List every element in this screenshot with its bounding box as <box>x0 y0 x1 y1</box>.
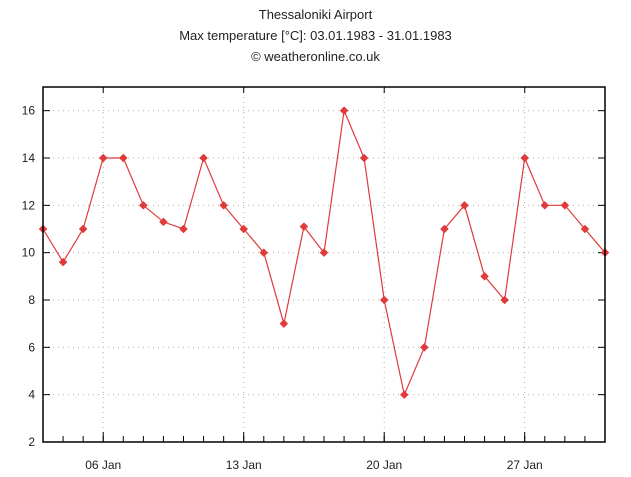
marker-layer <box>38 106 610 400</box>
data-point <box>159 217 168 227</box>
plot-frame <box>42 86 606 443</box>
data-point <box>259 248 269 258</box>
data-point <box>199 153 208 163</box>
tick-label-layer: 2 4 6 8 10 12 14 16 06 Jan 13 Jan 20 Jan 27 Jan <box>22 104 543 472</box>
data-point <box>359 153 369 163</box>
x-tick-label: 06 Jan <box>85 458 121 472</box>
chart-credit: © weatheronline.co.uk <box>251 49 380 64</box>
data-point <box>339 106 349 116</box>
data-point <box>480 271 489 281</box>
data-point <box>179 224 188 234</box>
y-tick-label: 4 <box>28 388 35 402</box>
y-tick-label: 6 <box>28 340 35 354</box>
x-tick-label: 27 Jan <box>507 458 543 472</box>
axis-layer <box>42 87 606 443</box>
data-point <box>319 248 329 258</box>
x-tick-label: 20 Jan <box>366 458 402 472</box>
data-point <box>219 200 228 210</box>
data-point <box>460 200 469 210</box>
data-point <box>580 224 590 234</box>
grid-layer <box>43 87 605 442</box>
data-point <box>118 153 128 163</box>
data-point <box>239 224 249 234</box>
y-tick-label: 14 <box>22 151 36 165</box>
data-point <box>440 224 449 234</box>
x-tick-label: 13 Jan <box>226 458 262 472</box>
chart-title: Thessaloniki Airport <box>258 7 373 22</box>
data-point <box>299 222 309 231</box>
data-point <box>98 153 108 163</box>
chart-subtitle: Max temperature [°C]: 03.01.1983 - 31.01… <box>179 28 452 43</box>
data-point <box>560 200 570 210</box>
y-tick-label: 8 <box>28 293 35 307</box>
data-point <box>139 200 148 210</box>
y-tick-label: 16 <box>22 104 36 118</box>
data-point <box>520 153 530 163</box>
y-tick-label: 12 <box>22 198 36 212</box>
data-point <box>420 342 429 352</box>
data-point <box>399 390 409 400</box>
data-point <box>58 257 68 267</box>
data-point <box>78 224 88 234</box>
data-point <box>279 319 289 329</box>
data-point <box>379 295 389 305</box>
chart-header: Thessaloniki Airport Max temperature [°C… <box>0 0 631 67</box>
data-point <box>500 295 509 305</box>
y-tick-label: 2 <box>28 435 35 449</box>
data-point <box>540 200 550 210</box>
y-tick-label: 10 <box>22 246 36 260</box>
